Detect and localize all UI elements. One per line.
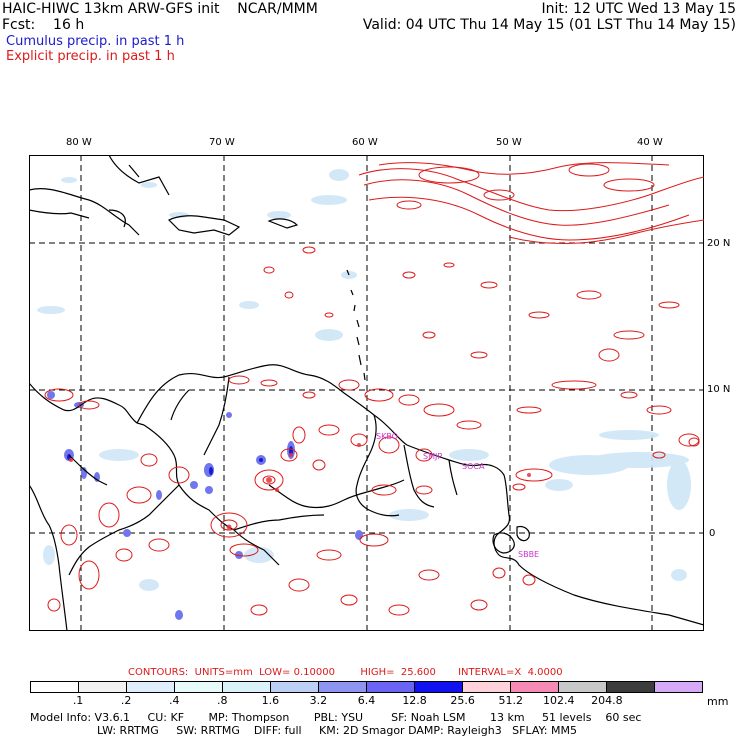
explicit-legend-text: Explicit precip. in past 1 h — [6, 49, 175, 64]
model-info-line1: Model Info: V3.6.1 CU: KF MP: Thompson P… — [30, 711, 642, 724]
explicit-precip-cores — [69, 443, 531, 530]
lon-label-70w: 70 W — [209, 137, 235, 148]
legend-swatch-2 — [127, 682, 175, 692]
legend-units: mm — [707, 695, 729, 708]
station-label-smjp: SMJP — [423, 452, 443, 461]
legend-swatch-11 — [559, 682, 607, 692]
legend-swatch-0 — [31, 682, 79, 692]
cumulus-precip — [37, 169, 691, 620]
model-info-line2: LW: RRTMG SW: RRTMG DIFF: full KM: 2D Sm… — [97, 724, 577, 737]
legend-label-0: .1 — [72, 694, 84, 707]
legend-label-9: 51.2 — [498, 694, 523, 707]
legend-labels: .1 .2 .4 .8 1.6 3.2 6.4 12.8 25.6 51.2 102.4 204.8 — [30, 694, 703, 708]
valid-time: Valid: 04 UTC Thu 14 May 15 (01 LST Thu … — [362, 17, 736, 33]
station-label-soca: SOCA — [462, 462, 485, 471]
legend-swatch-1 — [79, 682, 127, 692]
legend-label-11: 204.8 — [591, 694, 623, 707]
legend-swatch-4 — [223, 682, 271, 692]
forecast-hour: Fcst: 16 h — [2, 17, 85, 33]
legend-label-2: .4 — [168, 694, 180, 707]
legend-label-5: 3.2 — [309, 694, 328, 707]
lon-label-60w: 60 W — [352, 137, 378, 148]
precip-map — [29, 155, 704, 631]
contour-info: CONTOURS: UNITS=mm LOW= 0.10000 HIGH= 25… — [128, 667, 563, 678]
map-title: HAIC-HIWC 13km ARW-GFS init NCAR/MMM — [2, 1, 318, 17]
legend-swatch-12 — [607, 682, 655, 692]
color-legend — [30, 681, 703, 693]
legend-label-3: .8 — [217, 694, 228, 707]
legend-label-10: 102.4 — [543, 694, 575, 707]
legend-swatch-7 — [367, 682, 415, 692]
init-time: Init: 12 UTC Wed 13 May 15 — [541, 1, 736, 17]
map-frame — [29, 155, 704, 631]
legend-label-4: 1.6 — [261, 694, 280, 707]
legend-swatch-13 — [655, 682, 702, 692]
legend-label-1: .2 — [120, 694, 132, 707]
lon-label-80w: 80 W — [66, 137, 92, 148]
legend-swatch-3 — [175, 682, 223, 692]
lat-label-equator: 0 — [709, 528, 716, 539]
legend-label-8: 25.6 — [450, 694, 475, 707]
graticule — [29, 155, 704, 631]
legend-swatch-8 — [415, 682, 463, 692]
lat-label-20n: 20 N — [707, 238, 731, 249]
legend-swatch-10 — [511, 682, 559, 692]
station-label-skbo: SKBO — [376, 432, 398, 441]
lon-label-50w: 50 W — [496, 137, 522, 148]
legend-swatch-5 — [271, 682, 319, 692]
lat-label-10n: 10 N — [707, 384, 731, 395]
legend-label-7: 12.8 — [402, 694, 427, 707]
cumulus-legend-text: Cumulus precip. in past 1 h — [6, 34, 185, 49]
explicit-precip — [44, 162, 704, 616]
legend-swatch-6 — [319, 682, 367, 692]
lon-label-40w: 40 W — [637, 137, 663, 148]
station-label-sbbe: SBBE — [518, 550, 540, 559]
legend-label-6: 6.4 — [357, 694, 376, 707]
legend-swatch-9 — [463, 682, 511, 692]
